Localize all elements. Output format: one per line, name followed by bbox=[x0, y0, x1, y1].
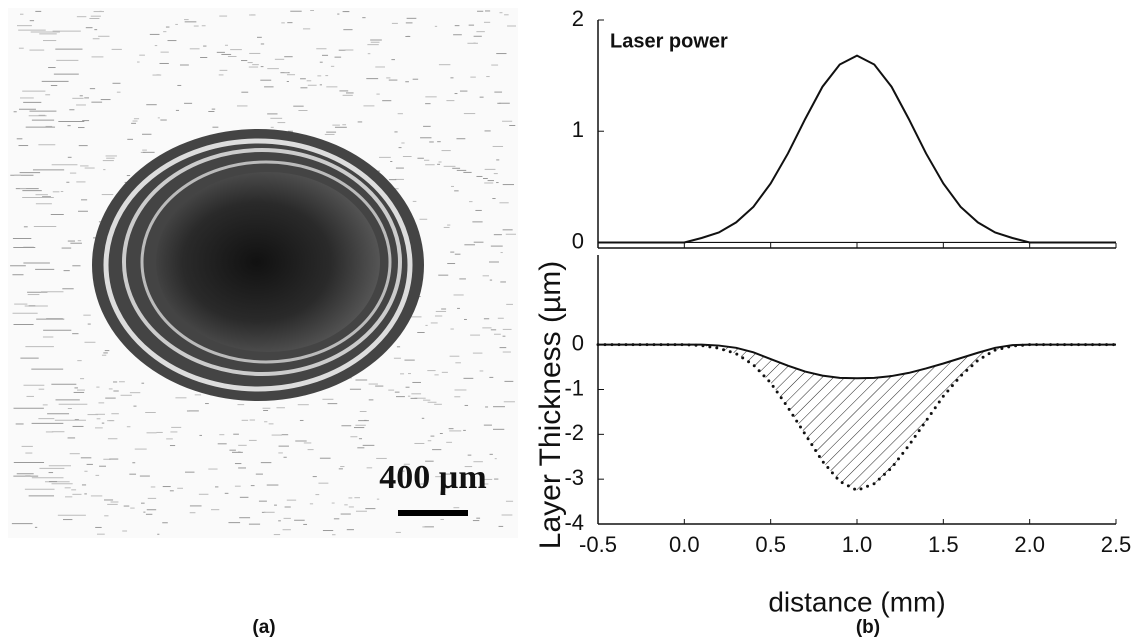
y-tick-label: -3 bbox=[564, 465, 584, 490]
y-tick-label: 2 bbox=[572, 6, 584, 31]
series-line bbox=[598, 343, 1116, 380]
ring bbox=[103, 138, 413, 392]
ring bbox=[122, 148, 402, 376]
y-tick-label: 0 bbox=[572, 228, 584, 253]
micrograph: 400 µm bbox=[8, 8, 518, 538]
caption: (a) bbox=[252, 617, 275, 638]
x-tick-label: 0.0 bbox=[669, 532, 700, 557]
x-tick-label: 1.5 bbox=[928, 532, 959, 557]
x-tick-label: 1.0 bbox=[842, 532, 873, 557]
y-tick-label: -2 bbox=[564, 420, 584, 445]
series-line bbox=[596, 343, 1118, 493]
scale-label: 400 µm bbox=[379, 459, 486, 496]
y-tick-label: 0 bbox=[572, 330, 584, 355]
x-tick-label: 2.0 bbox=[1014, 532, 1045, 557]
y-tick-label: -1 bbox=[564, 375, 584, 400]
y-axis-label: Layer Thickness (µm) bbox=[534, 261, 567, 549]
x-axis-label: distance (mm) bbox=[768, 586, 945, 617]
spot-core bbox=[156, 172, 380, 352]
x-tick-label: 0.5 bbox=[755, 532, 786, 557]
series-line bbox=[598, 54, 1116, 244]
y-tick-label: 1 bbox=[572, 117, 584, 142]
y-tick-label: -4 bbox=[564, 510, 584, 535]
annotation: Laser power bbox=[610, 30, 728, 52]
caption: (b) bbox=[856, 617, 880, 638]
x-tick-label: -0.5 bbox=[579, 532, 617, 557]
hatch-fill bbox=[598, 344, 1116, 491]
x-tick-label: 2.5 bbox=[1101, 532, 1132, 557]
ring bbox=[140, 160, 392, 364]
